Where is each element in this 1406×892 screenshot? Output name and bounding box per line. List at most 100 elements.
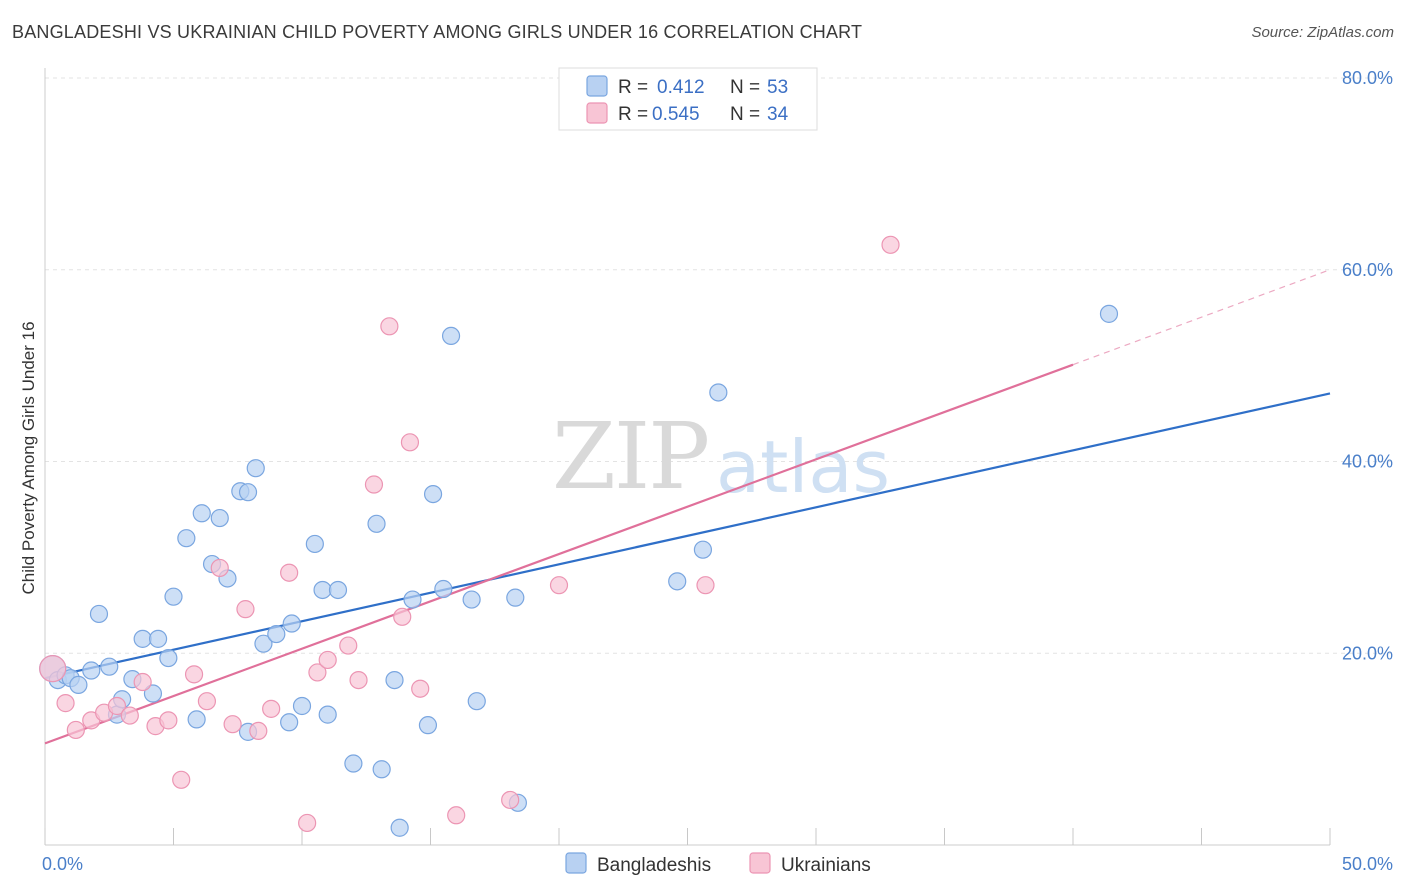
data-points [39,235,1119,837]
legend-r-label: R = [618,104,648,125]
ukrainian-point [133,672,152,692]
ukrainian-point [308,663,327,682]
legend-n-value: 34 [767,104,789,125]
ukrainian-point [107,696,127,716]
x-tick-label: 50.0% [1342,854,1393,874]
bangladeshi-point [328,580,348,600]
ukrainian-point [120,706,139,725]
y-tick-labels: 20.0% 40.0% 60.0% 80.0% [1342,68,1393,663]
bangladeshi-point [192,504,211,523]
y-tick-label: 80.0% [1342,68,1393,88]
bangladeshi-point [164,587,183,606]
ukrainian-point [66,720,85,740]
bangladeshi-point [506,588,525,607]
ukrainian-point [159,711,178,730]
series-label-ukrainians: Ukrainians [781,855,871,876]
ukrainian-point [262,699,281,718]
bangladeshi-point [441,326,461,346]
bangladeshi-point [385,670,404,690]
bangladeshi-point [238,483,258,502]
bangladeshi-point [313,580,332,600]
bangladeshi-point [254,634,273,653]
ukrainian-trend-line [44,363,1074,745]
ukrainian-point [318,650,337,670]
bangladeshi-point [159,648,178,668]
bangladeshi-point [709,383,728,402]
bangladeshi-point [390,818,409,837]
y-axis-label: Child Poverty Among Girls Under 16 [19,321,38,594]
bangladeshi-point [462,590,481,609]
bangladeshi-point [372,760,391,779]
grid [45,77,1392,654]
legend-r-value: 0.545 [652,104,700,125]
ukrainian-point [280,563,299,582]
legend-swatch-pink [586,102,608,124]
ukrainian-point [364,475,384,494]
legend-r-label: R = [618,77,648,98]
legend-swatch-blue [586,75,608,97]
bangladeshi-point [133,629,152,648]
bangladeshi-point [69,675,88,694]
series-swatch-bangladeshis [565,852,587,874]
bangladeshi-point [693,540,713,559]
bangladeshi-point [282,614,301,633]
ukrainian-point [380,317,399,336]
bangladeshi-point [318,705,337,724]
ukrainian-point [236,600,255,619]
bangladeshi-point [1099,304,1119,323]
ukrainian-point [39,654,67,683]
ukrainian-point [501,790,520,810]
watermark: ZIP atlas [552,403,890,510]
x-tick-labels: 0.0% 50.0% [42,854,1393,874]
ukrainian-point [298,813,317,833]
bangladeshi-point [292,696,312,716]
ukrainian-point [447,806,466,825]
trend-lines [44,269,1331,745]
bangladeshi-point [344,754,363,773]
y-tick-label: 40.0% [1342,452,1393,472]
ukrainian-point [349,670,368,690]
bangladeshi-point [305,534,324,554]
series-swatch-ukrainians [749,852,771,874]
watermark-zip: ZIP [552,403,708,510]
y-tick-label: 60.0% [1342,260,1393,280]
legend-n-value: 53 [767,77,788,98]
ukrainian-point [184,665,204,684]
watermark-atlas: atlas [716,425,890,509]
ukrainian-point [249,721,268,741]
bangladeshi-point [143,684,163,703]
series-legend: Bangladeshis Ukrainians [565,852,871,876]
bangladeshi-point [100,657,119,676]
bangladeshi-point [148,629,168,648]
legend-r-value: 0.412 [657,77,705,98]
ukrainian-trend-extension [1072,269,1331,366]
ukrainian-point [172,770,191,789]
bangladeshi-point [82,661,101,680]
chart-title: BANGLADESHI VS UKRAINIAN CHILD POVERTY A… [12,22,863,42]
bangladeshi-point [267,624,286,644]
bangladeshi-point [246,459,265,478]
ukrainian-point [339,636,358,655]
bangladeshi-point [467,692,486,711]
bangladeshi-point [403,590,422,609]
bangladeshi-point [177,529,196,548]
ukrainian-point [696,576,715,595]
bangladeshi-point [423,484,443,504]
ukrainian-point [210,558,229,578]
bangladeshi-point [280,713,299,732]
ukrainian-point [549,576,569,595]
ukrainian-point [197,692,217,711]
ukrainian-point [56,694,75,713]
bangladeshi-point [418,716,438,735]
bangladeshi-point [434,579,453,599]
bangladeshi-point [367,514,386,533]
x-tick-label: 0.0% [42,854,83,874]
ukrainian-point [400,433,420,452]
series-label-bangladeshis: Bangladeshis [597,855,711,876]
bangladeshi-point [210,508,229,528]
bangladeshi-point [668,572,687,591]
correlation-legend: R = 0.412 N = 53 R = 0.545 N = 34 [558,67,818,131]
legend-n-label: N = [730,104,760,125]
ukrainian-point [223,715,242,734]
